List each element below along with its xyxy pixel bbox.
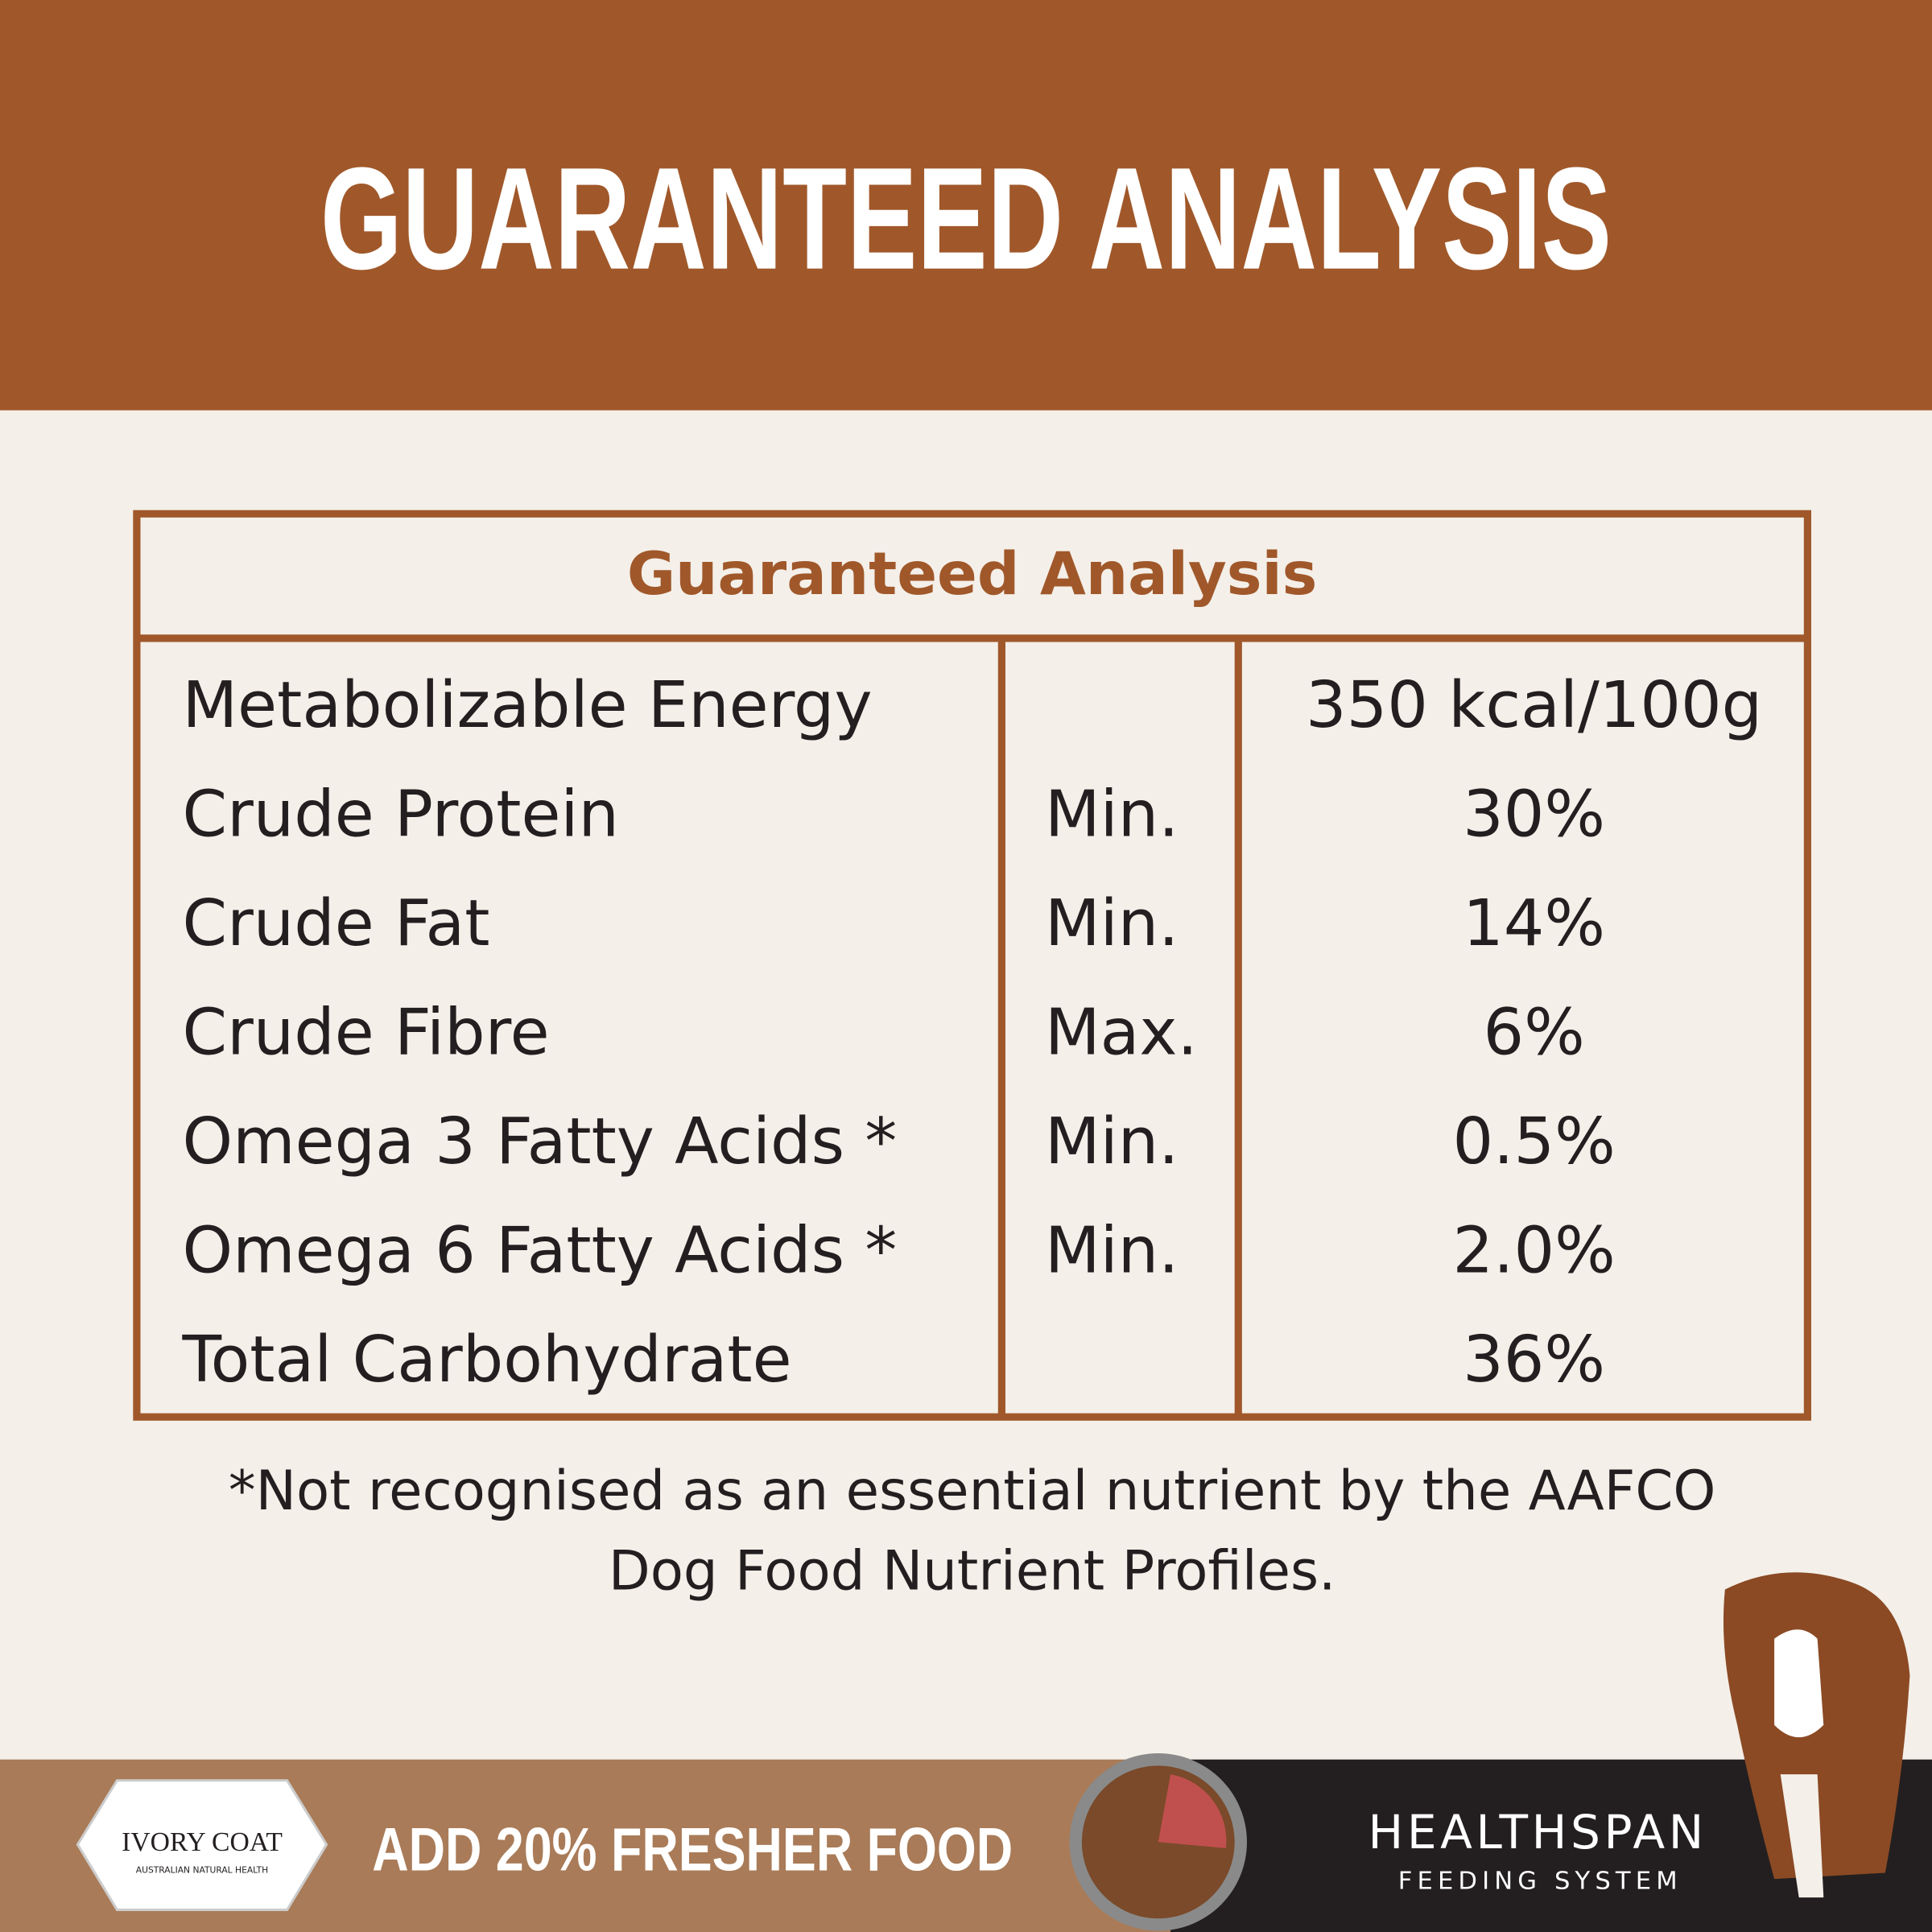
brand: HEALTHSPAN [1368, 1805, 1707, 1860]
nutrient-label: Crude Fat [183, 886, 490, 960]
footnote: *Not recognised as an essential nutrient… [229, 1459, 1715, 1522]
table-frame [133, 510, 1811, 1421]
nutrient-label: Crude Protein [183, 777, 619, 852]
nutrient-label: Total Carbohydrate [182, 1322, 792, 1397]
qualifier: Min. [1045, 1212, 1179, 1287]
table-rows: Metabolizable Energy 350 kcal/100g Crude P… [182, 667, 1763, 1397]
nutrient-value: 0.5% [1453, 1104, 1616, 1179]
dog-face [1774, 1629, 1824, 1738]
qualifier: Min. [1045, 777, 1179, 852]
dog-chest [1780, 1774, 1824, 1898]
table-title: Guaranteed Analysis [627, 540, 1318, 609]
header-band [0, 0, 1932, 411]
nutrient-value: 14% [1463, 886, 1605, 960]
slogan: ADD 20% FRESHER FOOD [372, 1815, 1013, 1884]
nutrient-label: Crude Fibre [183, 994, 550, 1069]
nutrient-label: Omega 3 Fatty Acids * [183, 1104, 898, 1179]
nutrient-value: 30% [1463, 777, 1605, 852]
qualifier: Min. [1045, 886, 1179, 960]
dog [1723, 1572, 1910, 1898]
logo-tagline: AUSTRALIAN NATURAL HEALTH [136, 1865, 268, 1876]
nutrient-value: 6% [1483, 994, 1584, 1069]
qualifier: Min. [1045, 1104, 1179, 1179]
logo: IVORY COAT [122, 1827, 283, 1857]
brand-tagline: FEEDING SYSTEM [1398, 1867, 1682, 1895]
logo-badge [76, 1779, 328, 1911]
qualifier: Max. [1045, 994, 1198, 1069]
nutrient-label: Omega 6 Fatty Acids * [183, 1212, 898, 1287]
header-title: GUARANTEED ANALYSIS [320, 138, 1612, 300]
footnote: Dog Food Nutrient Profiles. [609, 1538, 1336, 1602]
nutrient-value: 350 kcal/100g [1306, 667, 1762, 742]
nutrient-value: 2.0% [1453, 1212, 1616, 1287]
nutrient-label: Metabolizable Energy [183, 667, 873, 742]
fresh-food [1158, 1774, 1227, 1848]
nutrient-value: 36% [1463, 1322, 1605, 1397]
table-border [133, 510, 1811, 1421]
